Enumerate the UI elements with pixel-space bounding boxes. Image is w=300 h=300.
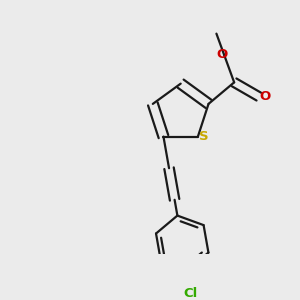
Text: O: O bbox=[217, 48, 228, 61]
Text: S: S bbox=[199, 130, 209, 143]
Text: Cl: Cl bbox=[183, 287, 198, 300]
Text: O: O bbox=[259, 90, 271, 103]
